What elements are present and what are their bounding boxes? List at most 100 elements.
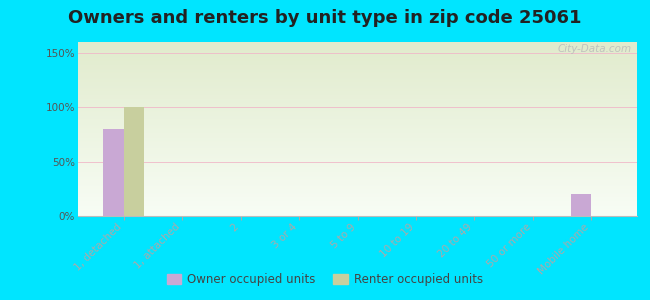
Bar xyxy=(78,187,637,188)
Bar xyxy=(78,142,637,143)
Bar xyxy=(78,150,637,151)
Bar xyxy=(78,152,637,153)
Bar xyxy=(78,197,637,198)
Bar xyxy=(78,137,637,138)
Bar xyxy=(78,141,637,142)
Bar xyxy=(103,129,124,216)
Bar xyxy=(78,91,637,92)
Bar xyxy=(78,151,637,152)
Bar xyxy=(78,184,637,185)
Bar xyxy=(78,163,637,164)
Bar xyxy=(78,170,637,171)
Bar xyxy=(78,140,637,141)
Bar xyxy=(78,88,637,89)
Bar xyxy=(78,148,637,149)
Bar xyxy=(78,110,637,111)
Bar xyxy=(78,159,637,160)
Bar xyxy=(78,102,637,103)
Bar xyxy=(78,131,637,132)
Bar xyxy=(78,103,637,104)
Bar xyxy=(78,178,637,179)
Bar xyxy=(78,157,637,158)
Bar xyxy=(78,85,637,86)
Bar xyxy=(78,183,637,184)
Bar xyxy=(78,211,637,212)
Bar xyxy=(78,121,637,122)
Bar xyxy=(78,127,637,128)
Bar xyxy=(78,114,637,115)
Bar xyxy=(78,196,637,197)
Bar xyxy=(78,129,637,130)
Bar xyxy=(78,188,637,189)
Bar xyxy=(78,202,637,203)
Bar xyxy=(78,169,637,170)
Bar xyxy=(78,107,637,108)
Bar xyxy=(78,50,637,51)
Bar xyxy=(78,192,637,193)
Bar xyxy=(78,93,637,94)
Bar xyxy=(78,158,637,159)
Bar xyxy=(78,73,637,74)
Bar xyxy=(78,123,637,124)
Bar xyxy=(78,108,637,109)
Bar xyxy=(78,199,637,200)
Bar xyxy=(78,189,637,190)
Bar xyxy=(78,59,637,60)
Bar xyxy=(78,145,637,146)
Bar xyxy=(124,107,144,216)
Bar xyxy=(78,78,637,79)
Bar xyxy=(78,205,637,206)
Bar xyxy=(78,195,637,196)
Bar xyxy=(78,198,637,199)
Bar xyxy=(78,120,637,121)
Bar xyxy=(78,146,637,147)
Bar xyxy=(78,77,637,78)
Bar xyxy=(78,92,637,93)
Bar xyxy=(78,182,637,183)
Bar xyxy=(78,138,637,139)
Bar xyxy=(78,67,637,68)
Bar xyxy=(78,75,637,76)
Bar xyxy=(78,154,637,155)
Bar xyxy=(78,135,637,136)
Bar xyxy=(78,82,637,83)
Bar xyxy=(78,124,637,125)
Bar xyxy=(78,48,637,49)
Bar xyxy=(78,52,637,53)
Bar xyxy=(78,215,637,216)
Bar xyxy=(78,106,637,107)
Bar xyxy=(78,136,637,137)
Bar xyxy=(78,105,637,106)
Bar xyxy=(78,191,637,192)
Bar xyxy=(78,81,637,82)
Bar xyxy=(78,171,637,172)
Bar xyxy=(78,155,637,156)
Bar xyxy=(78,44,637,45)
Bar xyxy=(78,46,637,47)
Bar xyxy=(78,65,637,66)
Bar xyxy=(78,99,637,100)
Bar xyxy=(78,213,637,214)
Bar xyxy=(78,47,637,48)
Bar xyxy=(78,207,637,208)
Bar xyxy=(78,209,637,210)
Bar xyxy=(78,89,637,90)
Bar xyxy=(78,87,637,88)
Bar xyxy=(571,194,591,216)
Bar xyxy=(78,70,637,71)
Bar xyxy=(78,210,637,211)
Bar xyxy=(78,72,637,73)
Bar xyxy=(78,118,637,119)
Bar xyxy=(78,113,637,114)
Bar xyxy=(78,144,637,145)
Bar xyxy=(78,80,637,81)
Bar xyxy=(78,160,637,161)
Bar xyxy=(78,118,637,119)
Bar xyxy=(78,56,637,57)
Bar xyxy=(78,79,637,80)
Bar xyxy=(78,74,637,75)
Bar xyxy=(78,71,637,72)
Bar xyxy=(78,175,637,176)
Bar xyxy=(78,176,637,177)
Bar xyxy=(78,112,637,113)
